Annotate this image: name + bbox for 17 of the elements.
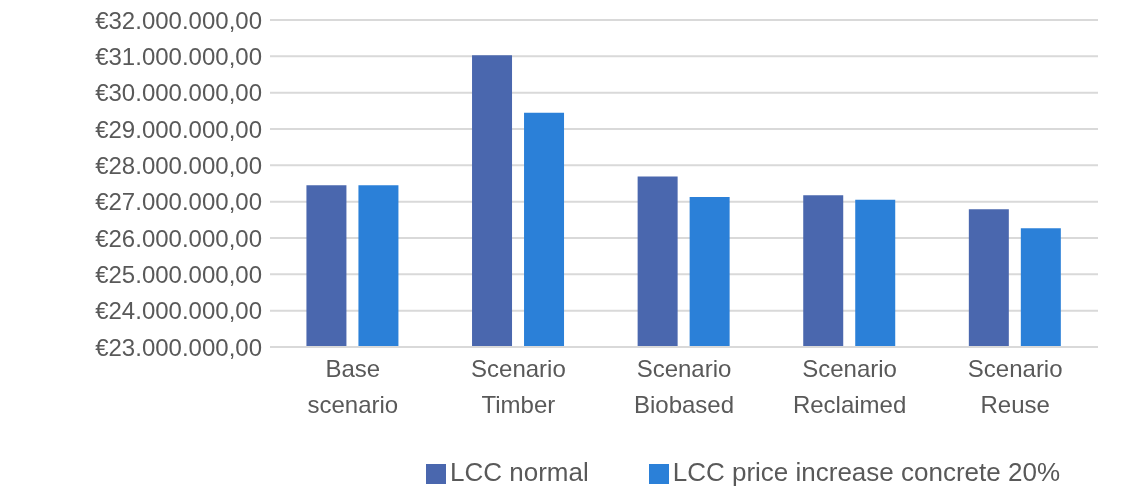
- y-tick-label: €23.000.000,00: [95, 333, 262, 361]
- y-tick-label: €29.000.000,00: [95, 115, 262, 143]
- y-tick-label: €30.000.000,00: [95, 79, 262, 107]
- x-tick-label: Scenario Timber: [471, 355, 566, 418]
- x-tick-label: Scenario Biobased: [633, 355, 735, 418]
- legend-label: LCC price increase concrete 20%: [672, 457, 1060, 487]
- x-tick-label: Scenario Reuse: [967, 355, 1063, 418]
- y-tick-label: €31.000.000,00: [95, 42, 262, 70]
- y-tick-label: €32.000.000,00: [95, 6, 262, 34]
- y-tick-label: €27.000.000,00: [95, 188, 262, 216]
- y-tick-label: €26.000.000,00: [95, 224, 262, 252]
- y-tick-label: €28.000.000,00: [95, 151, 262, 179]
- x-tick-label: Base scenario: [307, 355, 399, 418]
- x-tick-label: Scenario Reclaimed: [792, 355, 907, 418]
- y-tick-label: €24.000.000,00: [95, 297, 262, 325]
- y-tick-label: €25.000.000,00: [95, 260, 262, 288]
- legend-label: LCC normal: [449, 457, 589, 487]
